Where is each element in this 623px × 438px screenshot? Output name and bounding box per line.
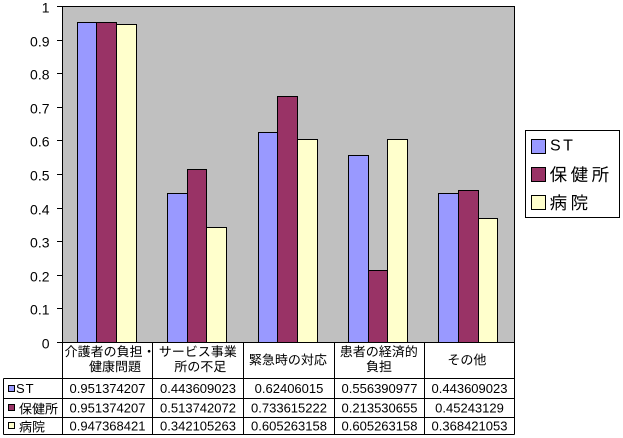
svg-text:ST: ST [16, 381, 35, 396]
svg-text:0.368421053: 0.368421053 [432, 419, 508, 434]
svg-text:0.443609023: 0.443609023 [160, 381, 236, 396]
svg-text:0.9: 0.9 [30, 34, 50, 50]
svg-text:0.6: 0.6 [30, 134, 50, 150]
svg-text:1: 1 [42, 0, 50, 16]
svg-text:0.45243129: 0.45243129 [435, 401, 504, 416]
svg-text:0.443609023: 0.443609023 [432, 381, 508, 396]
svg-text:0.7: 0.7 [30, 101, 50, 117]
svg-text:0.605263158: 0.605263158 [342, 419, 418, 434]
svg-text:0.556390977: 0.556390977 [342, 381, 418, 396]
svg-text:0.342105263: 0.342105263 [160, 419, 236, 434]
svg-text:0.1: 0.1 [30, 302, 50, 318]
svg-text:0.2: 0.2 [30, 269, 50, 285]
svg-text:0.947368421: 0.947368421 [70, 419, 146, 434]
svg-text:0.8: 0.8 [30, 67, 50, 83]
svg-text:0.62406015: 0.62406015 [255, 381, 324, 396]
svg-text:0.4: 0.4 [30, 202, 50, 218]
svg-text:ST: ST [550, 138, 575, 155]
svg-text:0.951374207: 0.951374207 [70, 401, 146, 416]
svg-text:0.5: 0.5 [30, 168, 50, 184]
svg-text:0.605263158: 0.605263158 [251, 419, 327, 434]
svg-text:0.3: 0.3 [30, 235, 50, 251]
svg-text:0.951374207: 0.951374207 [70, 381, 146, 396]
svg-text:0.213530655: 0.213530655 [342, 401, 418, 416]
svg-text:0: 0 [42, 336, 50, 352]
svg-text:0.513742072: 0.513742072 [160, 401, 236, 416]
svg-text:0.733615222: 0.733615222 [251, 401, 327, 416]
